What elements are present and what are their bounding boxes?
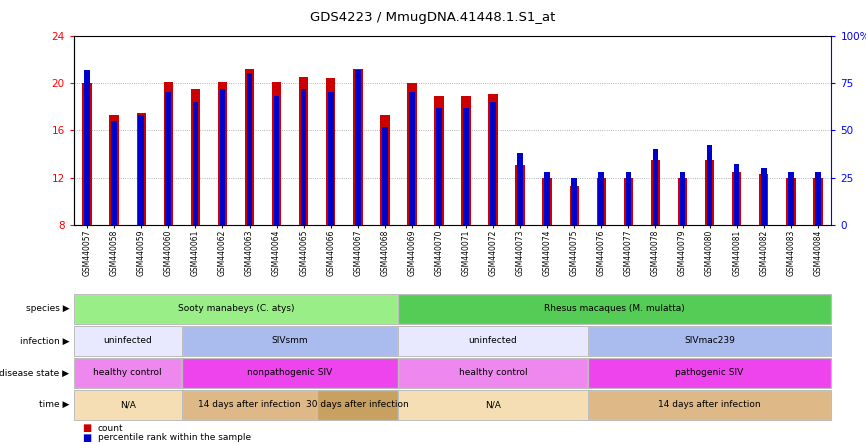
Bar — [84, 70, 90, 225]
Text: N/A: N/A — [120, 400, 136, 409]
Bar — [407, 83, 417, 225]
Bar — [678, 178, 688, 225]
Bar — [515, 165, 525, 225]
Bar — [220, 89, 225, 225]
Bar — [462, 96, 471, 225]
Bar — [436, 107, 442, 225]
Bar — [192, 102, 198, 225]
Text: 30 days after infection: 30 days after infection — [307, 400, 409, 409]
Bar — [815, 172, 821, 225]
Text: healthy control: healthy control — [459, 369, 527, 377]
Text: SIVmac239: SIVmac239 — [684, 337, 735, 345]
Bar — [434, 96, 443, 225]
Text: disease state ▶: disease state ▶ — [0, 369, 69, 377]
Text: GDS4223 / MmugDNA.41448.1.S1_at: GDS4223 / MmugDNA.41448.1.S1_at — [310, 11, 556, 24]
Bar — [109, 115, 119, 225]
Bar — [597, 178, 606, 225]
Bar — [112, 121, 117, 225]
Text: 14 days after infection: 14 days after infection — [198, 400, 301, 409]
Bar — [624, 178, 633, 225]
Bar — [570, 186, 579, 225]
Bar — [572, 178, 577, 225]
Text: pathogenic SIV: pathogenic SIV — [675, 369, 744, 377]
Bar — [382, 127, 388, 225]
Bar — [598, 172, 604, 225]
Bar — [139, 115, 144, 225]
Bar — [380, 115, 390, 225]
Bar — [301, 89, 307, 225]
Bar — [707, 146, 713, 225]
Text: percentile rank within the sample: percentile rank within the sample — [98, 433, 251, 442]
Bar — [353, 69, 363, 225]
Bar — [326, 78, 335, 225]
Bar — [786, 178, 796, 225]
Bar — [761, 168, 766, 225]
Bar — [165, 92, 171, 225]
Bar — [517, 153, 523, 225]
Bar — [653, 149, 658, 225]
Bar — [490, 102, 496, 225]
Bar — [788, 172, 793, 225]
Bar — [299, 77, 308, 225]
Text: healthy control: healthy control — [94, 369, 162, 377]
Bar — [542, 178, 552, 225]
Text: time ▶: time ▶ — [39, 400, 69, 409]
Text: ■: ■ — [82, 423, 92, 433]
Bar — [245, 69, 255, 225]
Bar — [545, 172, 550, 225]
Text: nonpathogenic SIV: nonpathogenic SIV — [248, 369, 333, 377]
Text: SIVsmm: SIVsmm — [272, 337, 308, 345]
Bar — [355, 70, 360, 225]
Bar — [705, 160, 714, 225]
Bar — [164, 82, 173, 225]
Text: Rhesus macaques (M. mulatta): Rhesus macaques (M. mulatta) — [545, 305, 685, 313]
Text: 14 days after infection: 14 days after infection — [658, 400, 761, 409]
Bar — [217, 82, 227, 225]
Bar — [463, 107, 469, 225]
Bar — [625, 172, 631, 225]
Text: infection ▶: infection ▶ — [20, 337, 69, 345]
Bar — [82, 83, 92, 225]
Bar — [272, 82, 281, 225]
Text: uninfected: uninfected — [469, 337, 518, 345]
Bar — [734, 164, 740, 225]
Text: N/A: N/A — [485, 400, 501, 409]
Text: ■: ■ — [82, 433, 92, 443]
Bar — [137, 112, 146, 225]
Text: Sooty manabeys (C. atys): Sooty manabeys (C. atys) — [178, 305, 294, 313]
Bar — [191, 89, 200, 225]
Bar — [759, 174, 768, 225]
Text: uninfected: uninfected — [103, 337, 152, 345]
Bar — [274, 96, 280, 225]
Text: count: count — [98, 424, 124, 432]
Bar — [409, 92, 415, 225]
Bar — [680, 172, 685, 225]
Bar — [247, 73, 252, 225]
Bar — [488, 94, 498, 225]
Bar — [813, 178, 823, 225]
Bar — [328, 92, 333, 225]
Bar — [732, 172, 741, 225]
Text: species ▶: species ▶ — [26, 305, 69, 313]
Bar — [650, 160, 660, 225]
